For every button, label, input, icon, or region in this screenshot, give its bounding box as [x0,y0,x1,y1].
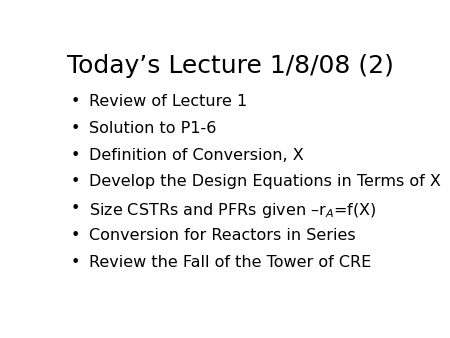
Text: Conversion for Reactors in Series: Conversion for Reactors in Series [90,228,356,243]
Text: •: • [71,201,80,216]
Text: •: • [71,255,80,270]
Text: •: • [71,94,80,109]
Text: •: • [71,174,80,189]
Text: Review the Fall of the Tower of CRE: Review the Fall of the Tower of CRE [90,255,372,270]
Text: Size CSTRs and PFRs given –r$_A$=f(X): Size CSTRs and PFRs given –r$_A$=f(X) [90,201,377,220]
Text: Solution to P1-6: Solution to P1-6 [90,121,217,136]
Text: •: • [71,147,80,163]
Text: Develop the Design Equations in Terms of X: Develop the Design Equations in Terms of… [90,174,441,189]
Text: •: • [71,121,80,136]
Text: Definition of Conversion, X: Definition of Conversion, X [90,147,304,163]
Text: Review of Lecture 1: Review of Lecture 1 [90,94,248,109]
Text: •: • [71,228,80,243]
Text: Today’s Lecture 1/8/08 (2): Today’s Lecture 1/8/08 (2) [67,54,394,78]
